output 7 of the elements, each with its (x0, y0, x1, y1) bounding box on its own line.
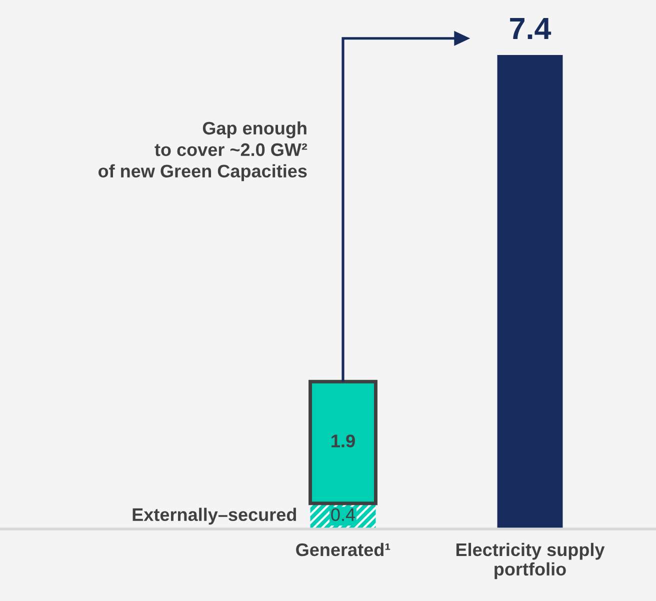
x-tick-label: Electricity supply portfolio (456, 542, 605, 580)
data-label: 0.4 (331, 508, 356, 522)
data-label: 1.9 (332, 434, 355, 448)
annotation: Gap enough to cover ~2.0 GW² of new Green Capacities (98, 121, 308, 182)
x-tick-label: Generated¹ (296, 542, 390, 556)
series-label: Externally–secured (132, 508, 296, 525)
data-label: 7.4 (510, 18, 552, 40)
